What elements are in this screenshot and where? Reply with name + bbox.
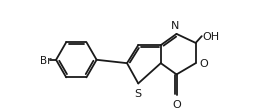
Text: S: S — [135, 89, 142, 98]
Text: O: O — [172, 99, 181, 109]
Text: N: N — [171, 21, 180, 31]
Text: Br: Br — [40, 55, 51, 65]
Text: O: O — [200, 59, 209, 69]
Text: OH: OH — [203, 32, 220, 42]
